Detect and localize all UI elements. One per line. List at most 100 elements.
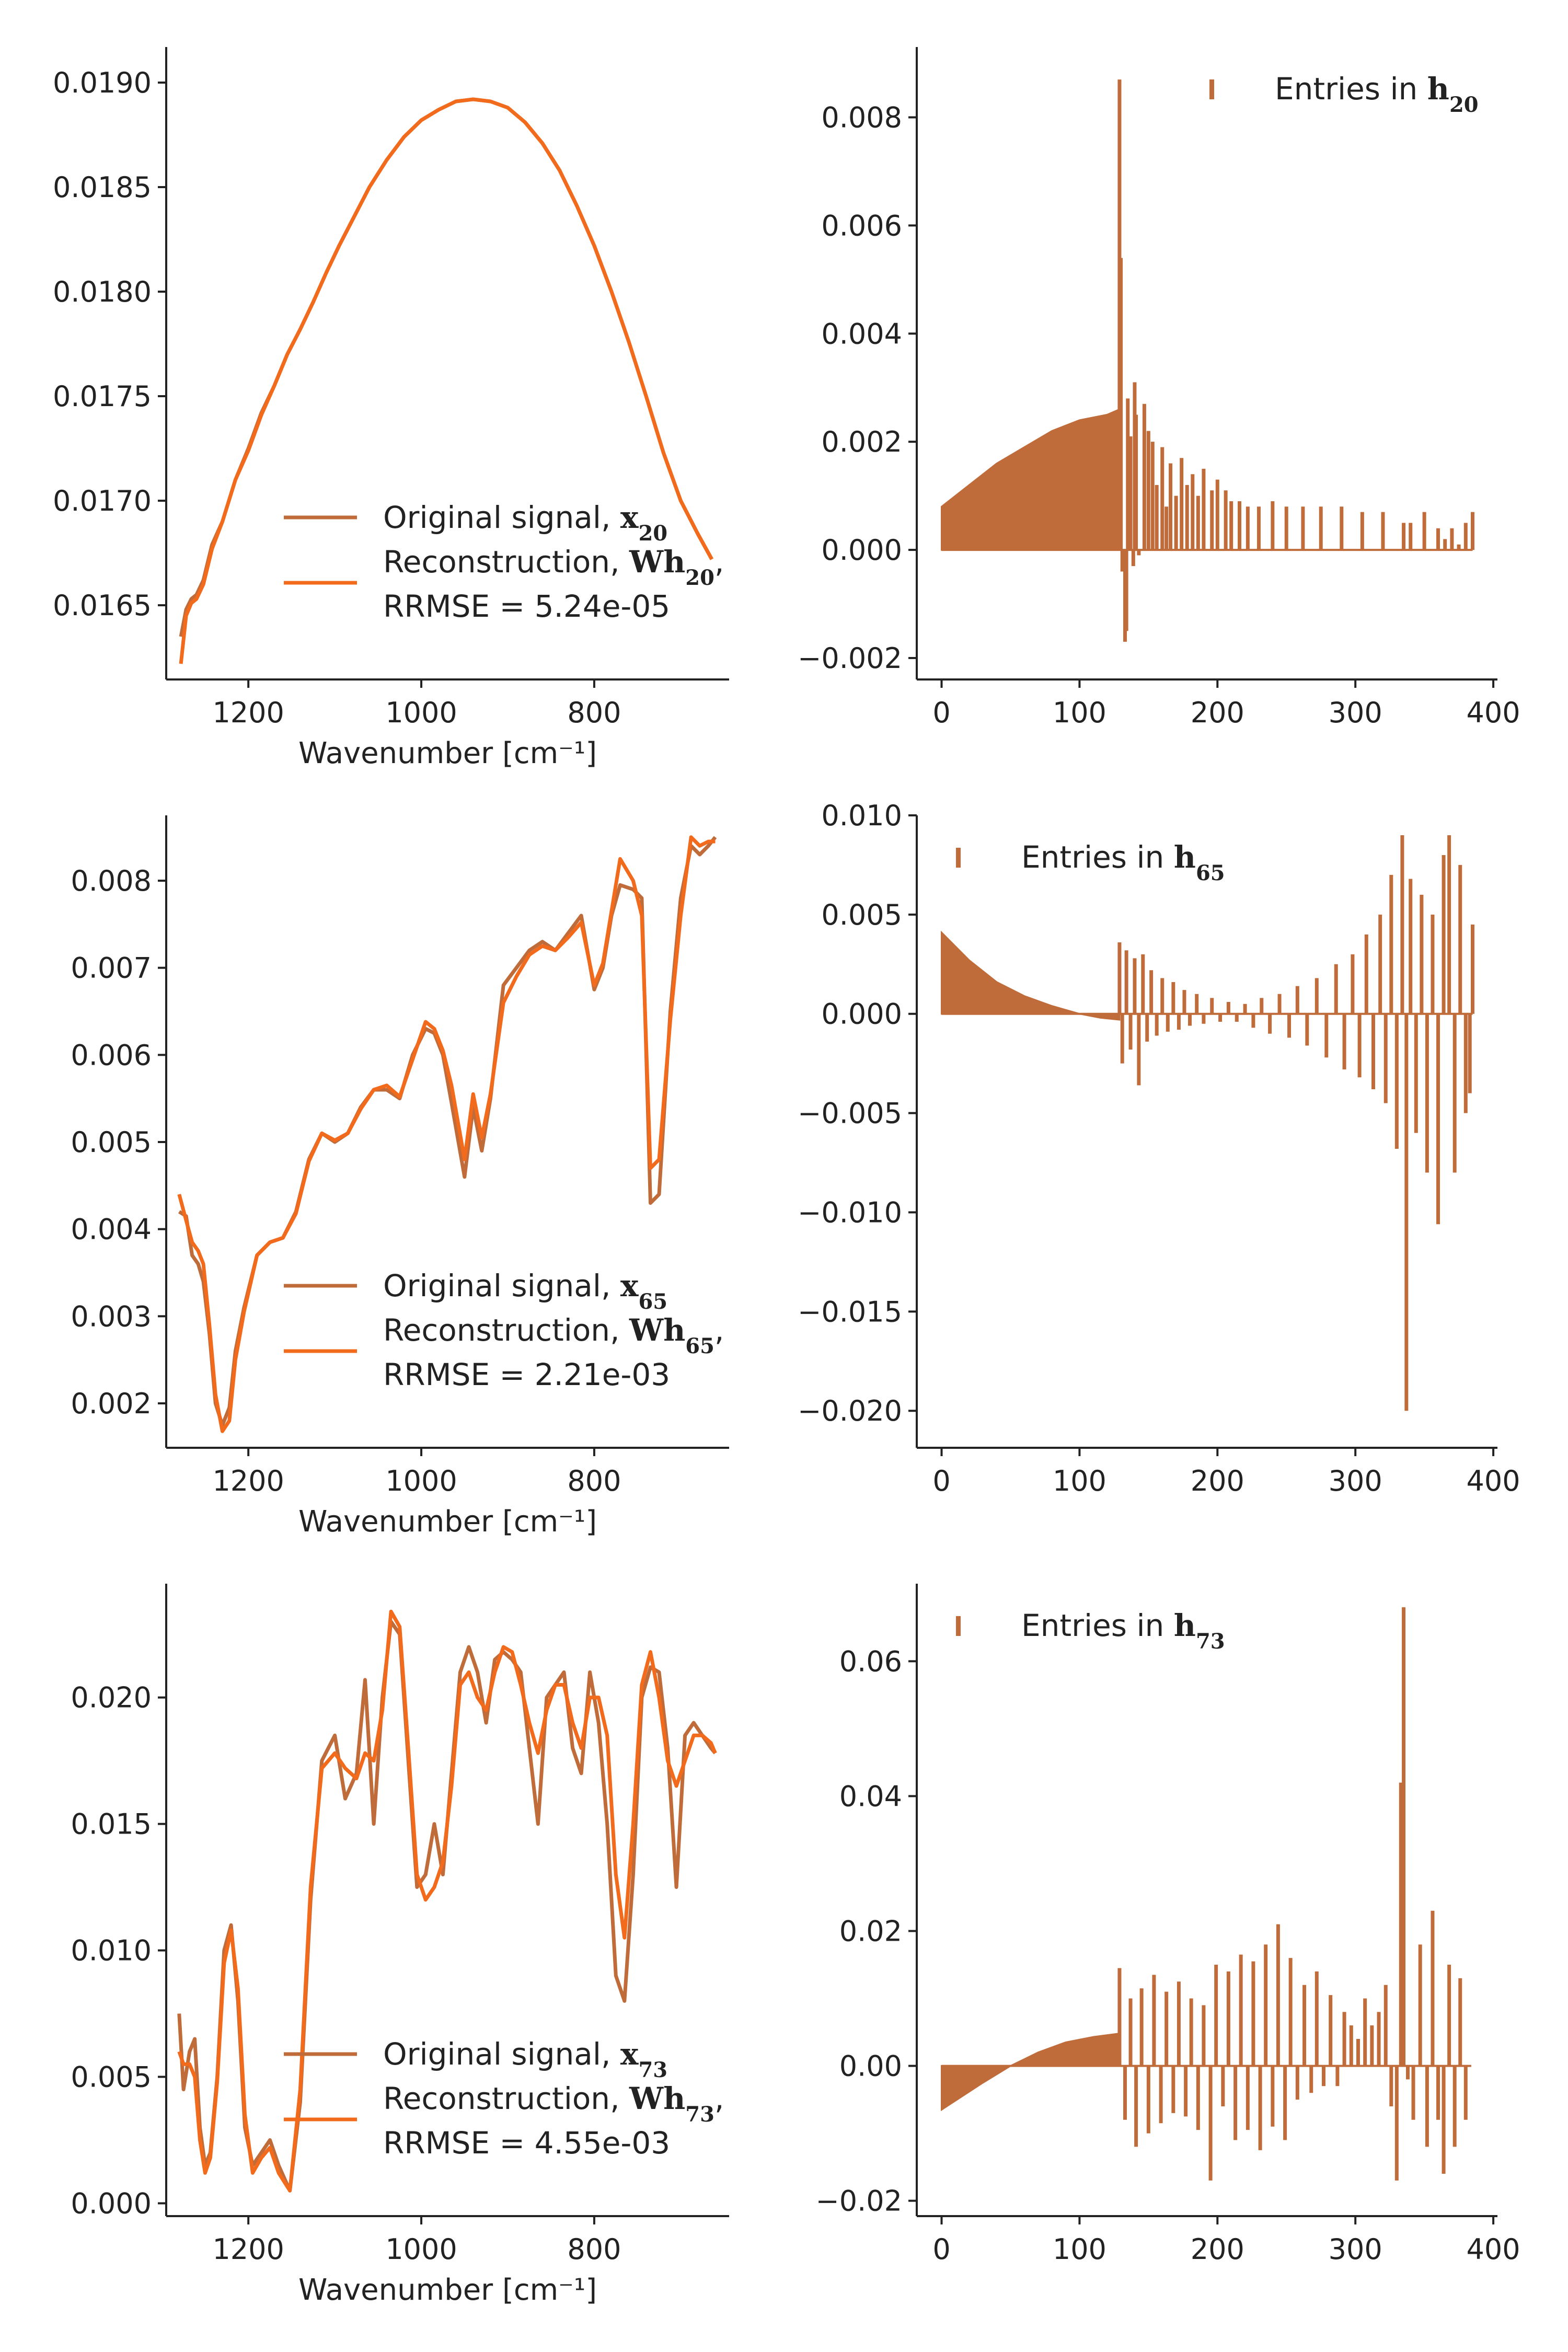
legend-entries-symbol: h	[1174, 1608, 1196, 1643]
entries-envelope	[941, 408, 1121, 551]
y-tick-label: 0.002	[821, 425, 902, 458]
legend-original-label: Original signal, x65	[383, 1268, 667, 1314]
legend-entries-subscript: 73	[1196, 1629, 1225, 1654]
y-tick-label: 0.0185	[53, 171, 152, 204]
legend-entries-subscript: 20	[1449, 93, 1479, 117]
legend-entries-swatch	[1209, 79, 1214, 99]
legend-reconstruction-symbol: Wh	[629, 544, 685, 580]
y-tick-label: 0.008	[71, 864, 152, 897]
y-tick-label: 0.010	[821, 799, 902, 832]
legend-reconstruction-symbol: Wh	[629, 2081, 685, 2116]
entries-envelope	[941, 2032, 1121, 2112]
x-tick-label: 1200	[212, 2233, 284, 2266]
legend-original-subscript: 65	[638, 1289, 667, 1314]
y-tick-label: 0.00	[839, 2050, 902, 2083]
legend-entries-text: Entries in	[1275, 71, 1427, 107]
legend-rrmse: RRMSE = 5.24e-05	[383, 589, 670, 624]
y-tick-label: 0.004	[71, 1213, 152, 1246]
x-tick-label: 0	[932, 2233, 950, 2266]
y-tick-label: −0.002	[798, 642, 902, 675]
y-tick-label: 0.02	[839, 1915, 902, 1948]
legend-entries-text: Entries in	[1021, 839, 1174, 875]
x-tick-label: 1000	[385, 1465, 457, 1497]
y-tick-label: 0.0180	[53, 275, 152, 308]
y-tick-label: 0.0190	[53, 66, 152, 99]
y-tick-label: 0.000	[821, 998, 902, 1031]
y-tick-label: 0.0175	[53, 380, 152, 413]
y-tick-label: 0.003	[71, 1300, 152, 1333]
x-tick-label: 100	[1053, 696, 1106, 729]
legend-original-text: Original signal,	[383, 500, 620, 535]
x-tick-label: 300	[1329, 696, 1382, 729]
legend-reconstruction-label: Reconstruction, Wh65,	[383, 1312, 724, 1358]
legend-entries-symbol: h	[1174, 839, 1196, 875]
legend-rrmse: RRMSE = 4.55e-03	[383, 2125, 670, 2161]
legend-reconstruction-subscript: 65	[685, 1334, 714, 1358]
legend-reconstruction-label: Reconstruction, Wh20,	[383, 544, 724, 590]
y-tick-label: 0.0170	[53, 485, 152, 517]
chart-panel-top-left: 0.0165 0.0170 0.0175 0.0180 0.0185 0.0190 1200…	[53, 47, 729, 770]
y-tick-label: 0.005	[71, 2061, 152, 2094]
legend-reconstruction-suffix: ,	[714, 2081, 724, 2116]
legend-reconstruction-text: Reconstruction,	[383, 1312, 629, 1348]
chart-panel-middle-right: −0.020 −0.015 −0.010 −0.005 0.000 0.005 0.010 0…	[798, 799, 1520, 1497]
chart-panel-middle-left: 0.002 0.003 0.004 0.005 0.006 0.007 0.008 1200 1…	[71, 815, 729, 1539]
y-tick-label: −0.005	[798, 1097, 902, 1130]
legend-original-subscript: 20	[638, 521, 667, 546]
legend-original-label: Original signal, x73	[383, 2036, 667, 2082]
chart-panel-top-right: −0.002 0.000 0.002 0.004 0.006 0.008 0 100 200 30…	[798, 47, 1520, 729]
x-tick-label: 200	[1191, 2233, 1244, 2266]
x-tick-label: 1200	[212, 696, 284, 729]
legend-reconstruction-text: Reconstruction,	[383, 544, 629, 580]
x-tick-label: 300	[1329, 1465, 1382, 1497]
y-tick-label: 0.020	[71, 1681, 152, 1714]
legend-original-label: Original signal, x20	[383, 500, 667, 546]
y-tick-label: 0.000	[71, 2187, 152, 2220]
y-tick-label: 0.005	[71, 1126, 152, 1159]
y-tick-label: 0.005	[821, 898, 902, 931]
x-tick-label: 400	[1467, 696, 1520, 729]
y-tick-label: −0.02	[816, 2185, 902, 2218]
x-axis-title: Wavenumber [cm⁻¹]	[298, 2273, 597, 2307]
x-tick-label: 800	[567, 1465, 621, 1497]
y-tick-label: 0.000	[821, 534, 902, 567]
legend-original-subscript: 73	[638, 2058, 667, 2082]
y-tick-label: 0.006	[71, 1039, 152, 1071]
y-tick-label: 0.015	[71, 1808, 152, 1841]
legend-reconstruction-symbol: Wh	[629, 1312, 685, 1348]
legend-original-symbol: x	[620, 1268, 639, 1304]
legend-original-text: Original signal,	[383, 1268, 620, 1304]
y-tick-label: 0.007	[71, 952, 152, 985]
y-tick-label: 0.0165	[53, 589, 152, 622]
legend-entries-label: Entries in h65	[1021, 839, 1225, 885]
x-tick-label: 300	[1329, 2233, 1382, 2266]
entries-envelope	[941, 930, 1121, 1021]
y-tick-label: 0.06	[839, 1645, 902, 1678]
legend: Entries in h65	[956, 839, 1225, 885]
legend-reconstruction-suffix: ,	[714, 544, 724, 580]
x-tick-label: 800	[567, 696, 621, 729]
chart-panel-bottom-right: −0.02 0.00 0.02 0.04 0.06 0 100 200 300 400 Entrie…	[816, 1584, 1520, 2266]
x-tick-label: 800	[567, 2233, 621, 2266]
x-axis-title: Wavenumber [cm⁻¹]	[298, 1505, 597, 1539]
y-tick-label: 0.004	[821, 317, 902, 350]
legend-entries-subscript: 65	[1196, 861, 1225, 885]
legend-entries-swatch	[956, 1616, 961, 1636]
legend: Entries in h20	[1209, 71, 1479, 117]
y-tick-label: 0.010	[71, 1934, 152, 1967]
legend-reconstruction-subscript: 73	[685, 2102, 714, 2127]
x-tick-label: 1000	[385, 696, 457, 729]
legend-entries-label: Entries in h20	[1275, 71, 1479, 117]
legend-original-symbol: x	[620, 500, 639, 535]
legend-reconstruction-label: Reconstruction, Wh73,	[383, 2081, 724, 2127]
chart-panel-bottom-left: 0.000 0.005 0.010 0.015 0.020 1200 1000 800 Wave…	[71, 1584, 729, 2307]
x-tick-label: 200	[1191, 696, 1244, 729]
legend-entries-swatch	[956, 848, 961, 868]
x-tick-label: 1000	[385, 2233, 457, 2266]
legend-entries-label: Entries in h73	[1021, 1608, 1225, 1654]
y-tick-label: −0.020	[798, 1394, 902, 1427]
